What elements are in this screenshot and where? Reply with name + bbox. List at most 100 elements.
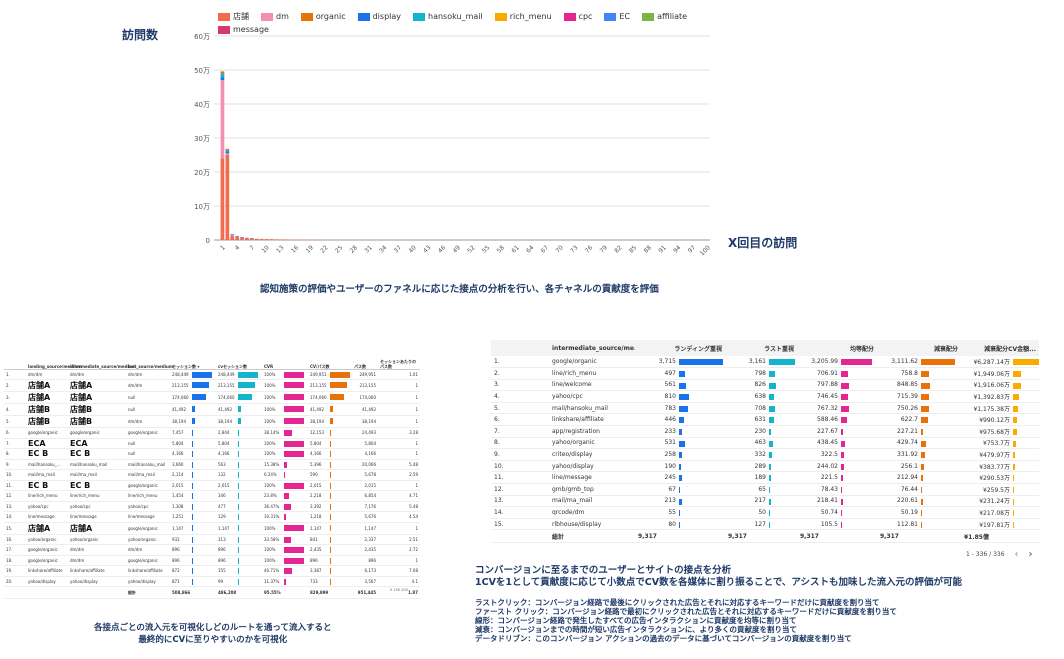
cell-value: 332 [754,451,766,459]
cell-metric: 758.8 [877,367,961,380]
cell-bar [284,418,304,424]
cell-rank: 15. [491,518,549,531]
cell-c: line/message [126,511,170,523]
cell-c: null [126,403,170,416]
x-tick-label: 58 [496,244,506,254]
cell-bar [921,498,924,505]
cell-value: 289 [754,462,766,470]
legend-swatch [218,25,230,34]
table-row: 20. yahoo/display yahoo/display yahoo/displ… [4,576,420,587]
column-header[interactable]: ラスト重視 [725,340,797,356]
cell-bar [679,417,685,424]
cell-cvr: 100% [262,438,308,449]
cell-bar [841,487,842,494]
cell-bar [1013,475,1015,482]
cell-bar [284,482,304,489]
cell-metric: 746.45 [797,390,877,403]
cell-path: 6,173 [352,565,378,577]
bar-segment [269,239,274,240]
column-header[interactable]: ランディング重視 [635,340,725,356]
legend-item: cpc [563,11,592,22]
cell-value: 50.19 [900,509,918,517]
cell-cvpath: 3,392 [308,501,352,512]
cell-value: 355 [218,568,226,574]
cell-cv: 2,844 [216,427,262,439]
cell-s: 871 [170,576,216,587]
cell-bar [284,472,286,478]
column-header[interactable]: 減衰配分 [877,340,961,356]
cell-cvr: 36.47% [262,501,308,512]
cell-bar [841,405,849,412]
cell-cv: 563 [216,459,262,470]
cell-value: 3,715 [658,358,676,366]
bar-segment [230,235,235,240]
cell-pps: 1 [378,555,420,566]
cell-n: 19. [4,565,26,577]
cell-s: 1,454 [170,490,216,502]
def-linear: 線形：コンバージョン経路で発生したすべての広告インタラクションに貢献度を均等に割… [475,615,797,625]
x-tick-label: 67 [540,244,550,254]
cell-value: 2,435 [310,547,322,553]
table-row: 18. google/organic dm/dm google/organic 896 8… [4,555,420,566]
column-header: cvセッション数 [216,351,262,370]
cell-n: 18. [4,555,26,566]
cell-bar [921,452,925,459]
cell-pps: 4.71 [378,490,420,502]
cell-value: 438.45 [817,439,838,447]
x-tick-label: 85 [628,244,638,254]
cell-s: 248,449 [170,369,216,380]
cell-cv: 41,492 [216,403,262,416]
cell-path: 24,493 [352,427,378,439]
next-page-button[interactable]: › [1028,549,1033,560]
cell-value: 212.94 [897,474,918,482]
cell-cv: 477 [216,501,262,512]
cell-metric: 715.39 [877,390,961,403]
bar-segment [250,238,254,240]
x-tick-label: 91 [657,244,667,254]
cell-bar [1013,359,1039,365]
cell-value: 561 [664,381,676,389]
cell-b: 店舗B [68,415,126,428]
cell-b: mail/ma_mail [68,469,126,481]
cell-path: 174,060 [352,391,378,404]
cell-bar [284,382,304,388]
cell-cvr: 100% [262,544,308,556]
table-row: 13. yahoo/cpc yahoo/cpc yahoo/cpc 1,308 477 36… [4,501,420,512]
cell-bar [192,482,193,489]
cell-bar [192,514,193,520]
cell-value: 76.44 [900,485,918,493]
cell-c: yahoo/display [126,576,170,587]
cell-pps: 4.1 [378,576,420,587]
cell-bar [330,503,331,510]
column-header[interactable]: 減衰配分CV金額... [961,340,1039,356]
cell-metric: 463 [725,437,797,450]
table-row: 5. mail/hansoku_mail 783 708 767.32 750.26 ¥1,… [491,402,1039,415]
column-header[interactable]: intermediate_source/me... [549,340,635,356]
cell-cv: 129 [216,511,262,523]
cell-metric: 3,205.99 [797,356,877,369]
cell-value: 100% [264,383,276,388]
column-header[interactable]: セッション数 ▾ [170,351,216,370]
cell-pps: 1 [378,522,420,535]
cell-path: 2,337 [352,534,378,545]
cell-a: linkshare/affiliate [26,565,68,577]
x-tick-label: 97 [687,244,697,254]
cell-cvr: 100% [262,391,308,404]
cell-value: 497 [664,369,676,377]
cell-metric: 221.5 [797,471,877,485]
cell-bar [330,406,334,412]
column-header[interactable]: 均等配分 [797,340,877,356]
cell-metric: 3,715 [635,356,725,369]
cell-pps: 1 [378,403,420,416]
cell-value: 65 [758,485,766,493]
prev-page-button[interactable]: ‹ [1014,549,1019,560]
cell-value: 896 [218,547,226,553]
x-axis-title: X回目の訪問 [728,236,798,250]
cell-bar [841,359,872,365]
cell-value: 218.41 [817,497,838,505]
cell-path: 213,155 [352,379,378,392]
legend-label: dm [276,12,289,21]
cell-value: 38,194 [218,419,232,424]
table-row: 9. mail/hansoku_... mail/hansoku_mail mail/… [4,459,420,470]
cell-value: 750.26 [897,404,918,412]
